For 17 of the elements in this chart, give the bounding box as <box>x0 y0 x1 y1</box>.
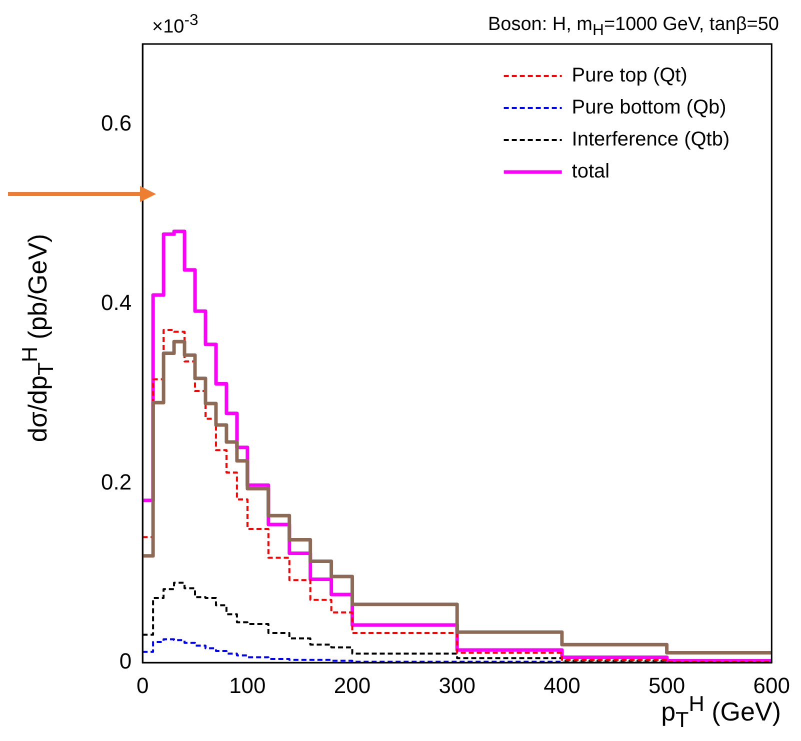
x-tick-label: 200 <box>334 672 371 698</box>
legend-label: Pure top (Qt) <box>572 64 688 87</box>
legend-label: Pure bottom (Qb) <box>572 96 726 119</box>
y-tick-label: 0.2 <box>100 469 132 494</box>
x-tick-label: 400 <box>544 672 580 698</box>
x-tick-label: 0 <box>136 672 149 698</box>
legend-label: Interference (Qtb) <box>572 128 730 151</box>
y-tick-label: 0.4 <box>100 290 132 316</box>
x-tick-label: 600 <box>753 672 790 698</box>
y-tick-label: 0.6 <box>100 110 132 136</box>
x-tick-label: 300 <box>438 672 476 698</box>
text: ×10$^{-3}$ <box>152 12 198 38</box>
x-tick-label: 500 <box>648 672 686 698</box>
chart-title: Boson: H, m$_{H}$=1000 GeV, tanβ=50 <box>488 14 779 40</box>
y-tick-label: 0 <box>119 648 132 674</box>
x-tick-label: 100 <box>229 672 266 698</box>
legend-label: total <box>572 160 610 183</box>
